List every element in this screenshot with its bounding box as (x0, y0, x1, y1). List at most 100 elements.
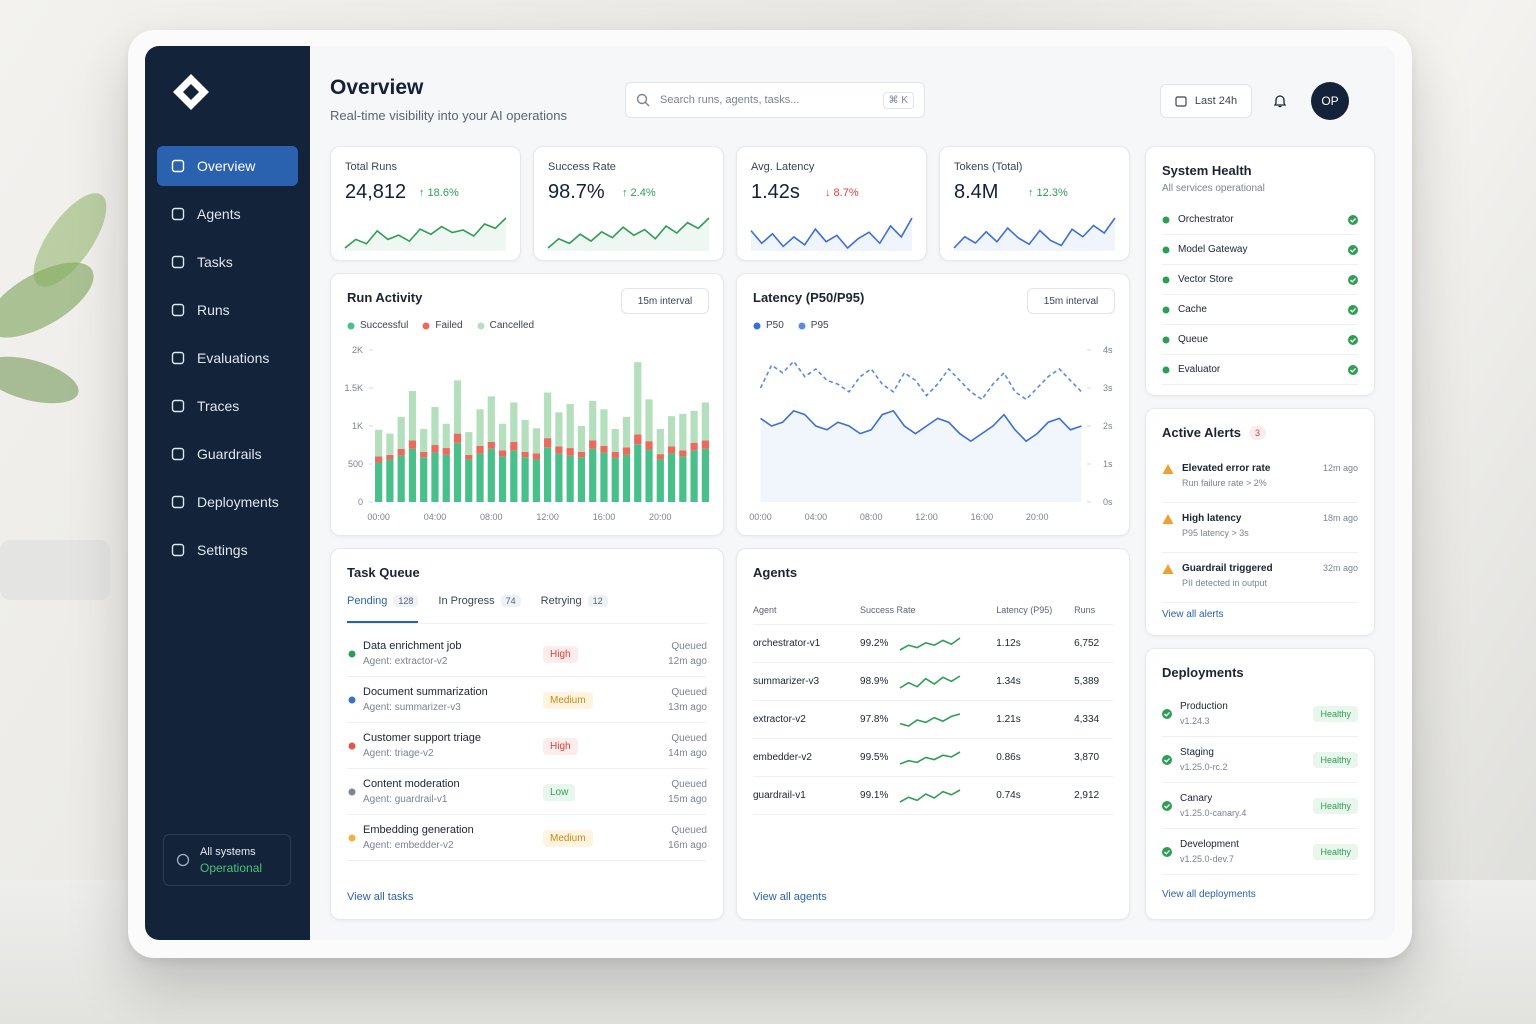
table-cell: 98.9% (860, 673, 996, 691)
cell-text: 3,870 (1074, 752, 1100, 763)
status-dot-shape (1162, 276, 1170, 283)
deployment-text: Canary v1.25.0-canary.4 (1180, 793, 1305, 818)
nav-label: Guardrails (197, 446, 262, 462)
task-row[interactable]: Customer support triage Agent: triage-v2 H… (347, 723, 707, 769)
alert-row[interactable]: High latency P95 latency > 3s 18m ago (1162, 503, 1358, 553)
tab[interactable]: In Progress 74 (438, 595, 521, 623)
search-box[interactable]: Search runs, agents, tasks... ⌘ K (625, 82, 925, 118)
task-row[interactable]: Document summarization Agent: summarizer-… (347, 677, 707, 723)
avatar[interactable]: OP (1311, 82, 1349, 120)
y-tick-label: 2K (352, 345, 363, 355)
y-tick-label: 0 (358, 497, 363, 507)
alert-row[interactable]: Elevated error rate Run failure rate > 2%… (1162, 453, 1358, 503)
task-dot (348, 696, 356, 703)
sparkline-area (751, 218, 912, 251)
legend-dot (347, 322, 355, 329)
service-row: Queue (1162, 325, 1358, 355)
agent-row[interactable]: embedder-v2 99.5% 0.86s 3,870 (753, 739, 1113, 777)
task-status: Queued 14m ago (633, 733, 707, 759)
nav-item[interactable]: Tasks (157, 242, 298, 282)
check-mark (1350, 367, 1356, 373)
legend: Successful Failed Cancelled (347, 320, 534, 331)
column-header: Agent (753, 604, 777, 615)
agent-row[interactable]: extractor-v2 97.8% 1.21s 4,334 (753, 701, 1113, 739)
bar-segment (577, 426, 586, 452)
service-name: Cache (1178, 304, 1207, 315)
kpi-value: 98.7% (548, 181, 605, 203)
view-link[interactable]: View all alerts (1162, 609, 1224, 620)
table-header: Agent Success Rate Latency (P95) Runs (753, 595, 1113, 625)
page-title: Overview (330, 76, 424, 99)
agent-row[interactable]: orchestrator-v1 99.2% 1.12s 6,752 (753, 625, 1113, 663)
nav-icon-shape (171, 447, 185, 461)
alert-time: 18m ago (1322, 513, 1358, 523)
legend-swatch (347, 322, 355, 329)
priority-pill: Low (543, 784, 576, 801)
legend-label: P50 (766, 320, 784, 331)
sparkline (899, 788, 961, 803)
nav-item[interactable]: Overview (157, 146, 298, 186)
cell-text: 99.2% (860, 638, 889, 649)
nav-item[interactable]: Traces (157, 386, 298, 426)
tab[interactable]: Retrying 12 (541, 595, 608, 623)
cell-text: 99.1% (860, 790, 889, 801)
task-dot-shape (348, 650, 356, 657)
bar-segment (510, 450, 518, 502)
deployment-row[interactable]: Canary v1.25.0-canary.4 Healthy (1162, 783, 1358, 829)
check-icon (1162, 800, 1172, 811)
bar-segment (690, 442, 698, 451)
bar-segment (634, 434, 642, 445)
kpi-card: Tokens (Total) 8.4M ↑ 12.3% (939, 146, 1130, 261)
bar-segment (611, 451, 619, 458)
legend-dot (798, 322, 806, 329)
nav-item[interactable]: Settings (157, 530, 298, 570)
task-status: Queued 16m ago (633, 825, 707, 851)
nav-item[interactable]: Runs (157, 290, 298, 330)
task-row[interactable]: Data enrichment job Agent: extractor-v2 Hi… (347, 631, 707, 677)
legend-item: Failed (422, 320, 463, 331)
card-title: Agents (753, 565, 798, 580)
cell-text: 1.21s (996, 714, 1021, 725)
task-row[interactable]: Embedding generation Agent: embedder-v2 Me… (347, 815, 707, 861)
agent-row[interactable]: summarizer-v3 98.9% 1.34s 5,389 (753, 663, 1113, 701)
bar-segment (408, 448, 417, 502)
deployment-version: v1.24.3 (1180, 716, 1210, 726)
status-box: All systems Operational (163, 834, 291, 886)
task-time: 14m ago (668, 747, 707, 759)
view-link[interactable]: View all deployments (1162, 889, 1256, 900)
view-link[interactable]: View all tasks (347, 891, 414, 903)
nav-item[interactable]: Agents (157, 194, 298, 234)
view-link[interactable]: View all agents (753, 891, 827, 903)
status-text: All systems Operational (200, 846, 262, 875)
nav-item[interactable]: Evaluations (157, 338, 298, 378)
bar-segment (566, 455, 574, 502)
sparkline (899, 674, 961, 689)
task-queue-card: Task Queue Pending 128 In Progress 74 Retryin… (330, 548, 724, 920)
priority-cell: Medium (543, 690, 633, 709)
nav-item[interactable]: Guardrails (157, 434, 298, 474)
nav-icon (171, 159, 185, 173)
tab[interactable]: Pending 128 (347, 595, 419, 623)
interval-button[interactable]: 15m interval (1027, 288, 1115, 314)
task-row[interactable]: Content moderation Agent: guardrail-v1 Low… (347, 769, 707, 815)
deployment-row[interactable]: Production v1.24.3 Healthy (1162, 691, 1358, 737)
latency-chart-card: Latency (P50/P95) 15m interval P50 P95 0s 1s 2… (736, 273, 1130, 536)
bar-segment (622, 447, 631, 455)
deployment-text: Development v1.25.0-dev.7 (1180, 839, 1305, 864)
interval-button[interactable]: 15m interval (621, 288, 709, 314)
y-tick-label: 500 (348, 459, 363, 469)
sparkline-chart (547, 217, 710, 251)
bar-segment (645, 399, 653, 442)
task-dot-shape (348, 742, 356, 749)
column-header: Latency (P95) (996, 604, 1053, 615)
alert-row[interactable]: Guardrail triggered PII detected in outpu… (1162, 553, 1358, 603)
bar-segment (532, 459, 540, 502)
bar-segment (566, 403, 574, 449)
deployment-row[interactable]: Staging v1.25.0-rc.2 Healthy (1162, 737, 1358, 783)
deployment-row[interactable]: Development v1.25.0-dev.7 Healthy (1162, 829, 1358, 875)
range-button[interactable]: Last 24h (1160, 84, 1252, 118)
notifications-button[interactable] (1263, 84, 1297, 118)
agent-row[interactable]: guardrail-v1 99.1% 0.74s 2,912 (753, 777, 1113, 815)
cell-text: 2,912 (1074, 790, 1100, 801)
nav-item[interactable]: Deployments (157, 482, 298, 522)
